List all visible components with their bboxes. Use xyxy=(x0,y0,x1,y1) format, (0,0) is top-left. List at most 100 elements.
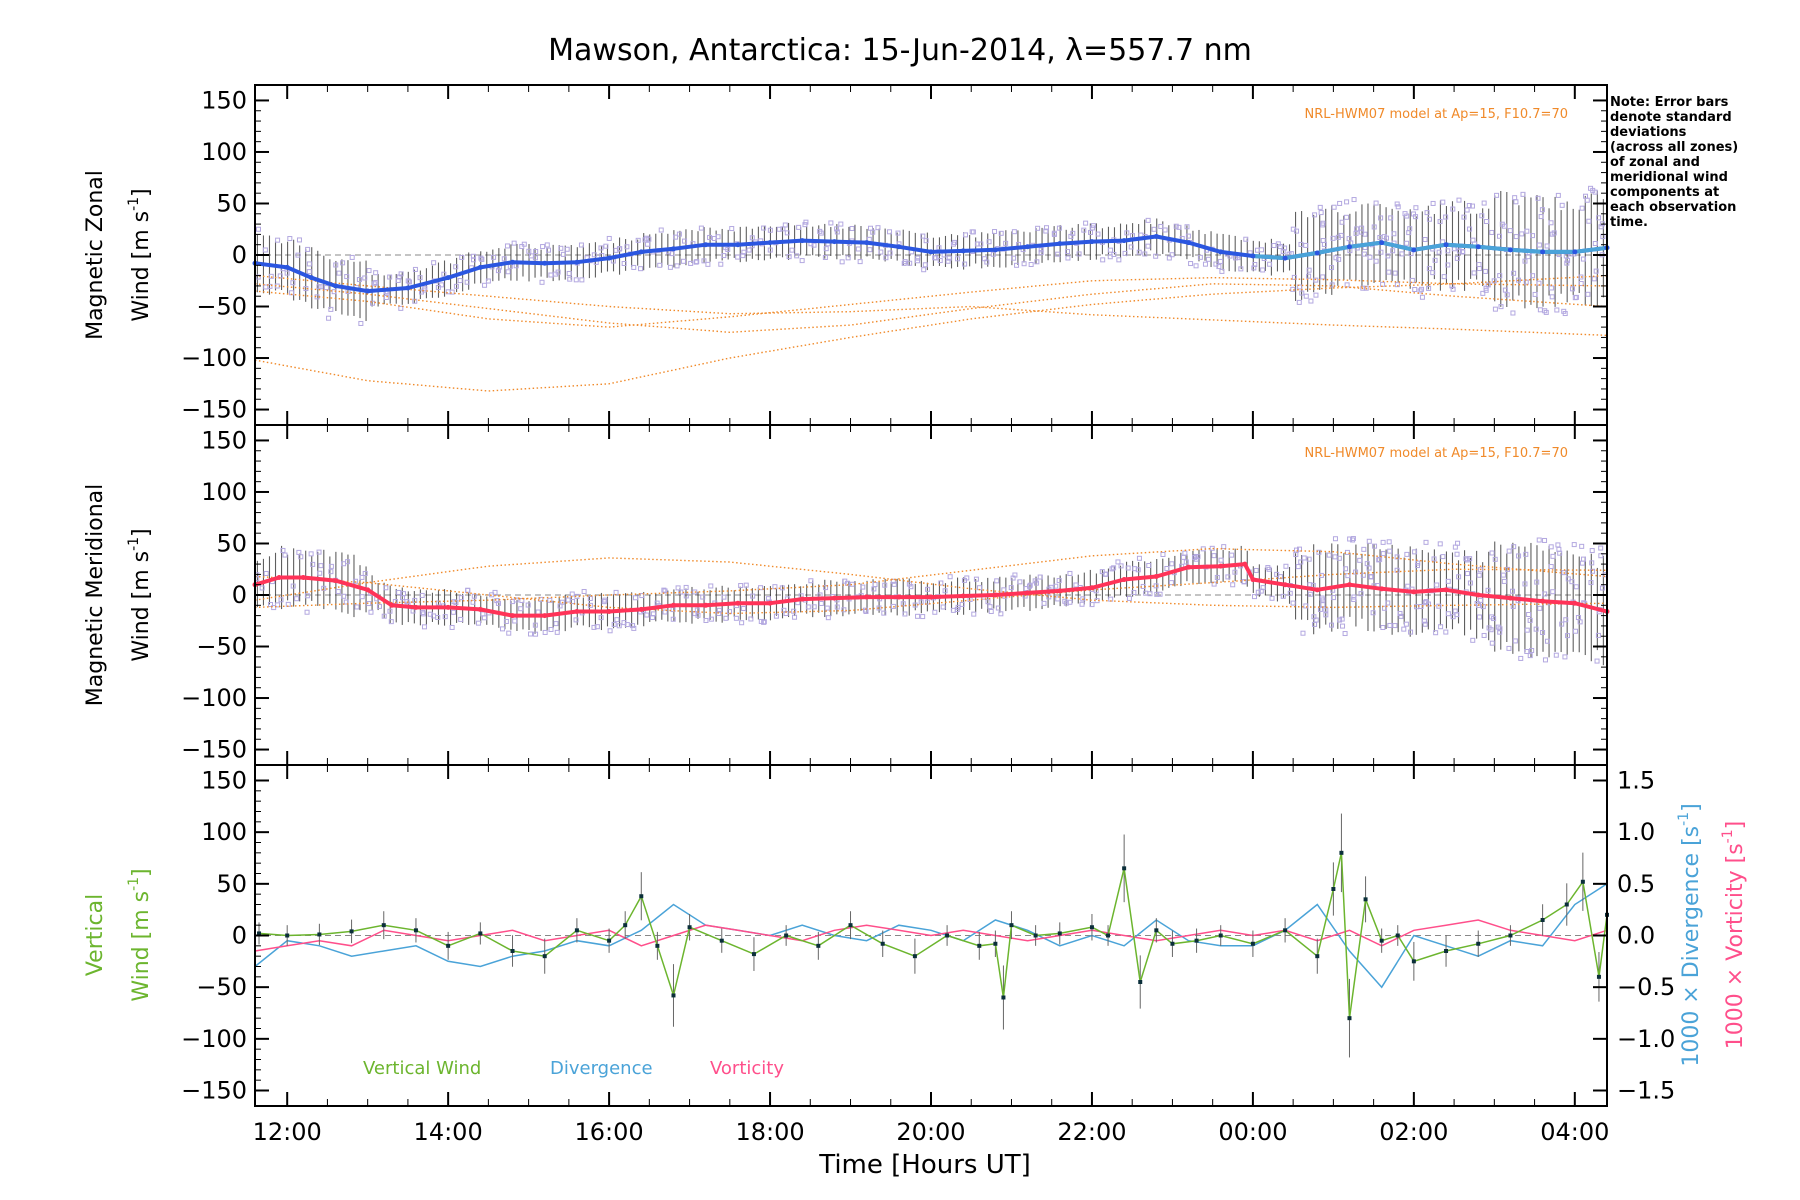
zone-sample-point xyxy=(491,254,497,260)
zone-sample-point xyxy=(1153,583,1159,589)
zone-sample-point xyxy=(470,253,476,259)
zone-sample-point xyxy=(1575,615,1581,621)
zone-sample-point xyxy=(295,252,301,258)
zone-sample-point xyxy=(560,251,566,257)
zonal-wind-line-late xyxy=(1252,240,1608,261)
zone-sample-point xyxy=(1300,630,1306,636)
zone-sample-point xyxy=(657,262,663,268)
zone-sample-point xyxy=(1395,204,1401,210)
zone-sample-point xyxy=(1461,214,1467,220)
zone-sample-point xyxy=(942,588,948,594)
zone-sample-point xyxy=(387,274,393,280)
zone-sample-point xyxy=(1283,563,1289,569)
zone-sample-point xyxy=(1526,612,1532,618)
zone-sample-point xyxy=(1216,264,1222,270)
zonal-wind-point xyxy=(767,240,773,246)
zone-sample-point xyxy=(1173,223,1179,229)
zone-sample-point xyxy=(1378,249,1384,255)
zone-sample-point xyxy=(458,595,464,601)
zone-sample-point xyxy=(1338,232,1344,238)
zone-sample-point xyxy=(333,262,339,268)
zone-sample-point xyxy=(1115,559,1121,565)
zonal-wind-point xyxy=(445,275,451,281)
zone-sample-point xyxy=(1564,633,1570,639)
zone-sample-point xyxy=(331,289,337,295)
zone-sample-point xyxy=(1340,623,1346,629)
zone-sample-point xyxy=(532,622,538,628)
vertical-wind-point xyxy=(880,941,885,946)
meridional-wind-point xyxy=(606,608,612,614)
zone-sample-point xyxy=(711,235,717,241)
zone-sample-point xyxy=(1519,231,1525,237)
x-tick-label: 18:00 xyxy=(735,1118,804,1146)
zone-sample-point xyxy=(682,238,688,244)
zonal-model-curve xyxy=(254,283,1608,334)
zone-sample-point xyxy=(1376,557,1382,563)
zone-sample-point xyxy=(811,604,817,610)
zone-sample-point xyxy=(1417,288,1423,294)
y-tick-label: −150 xyxy=(181,1077,247,1105)
zone-sample-point xyxy=(841,607,847,613)
zone-sample-point xyxy=(1135,567,1141,573)
zone-sample-point xyxy=(1056,578,1062,584)
zone-sample-point xyxy=(1221,544,1227,550)
zone-sample-point xyxy=(1371,224,1377,230)
zone-sample-point xyxy=(259,585,265,591)
zone-sample-point xyxy=(304,609,310,615)
zone-sample-point xyxy=(1252,594,1258,600)
zone-sample-point xyxy=(1454,612,1460,618)
zone-sample-point xyxy=(1317,606,1323,612)
zone-sample-point xyxy=(359,574,365,580)
zone-sample-point xyxy=(1053,583,1059,589)
zone-sample-point xyxy=(1537,605,1543,611)
vertical-wind-point xyxy=(1138,980,1143,984)
zonal-wind-point xyxy=(574,259,580,265)
zone-sample-point xyxy=(1253,567,1259,573)
zone-sample-point xyxy=(823,246,829,252)
meridional-wind-point xyxy=(574,608,580,614)
y-tick-label: −100 xyxy=(181,684,247,712)
zone-sample-point xyxy=(1323,612,1329,618)
zone-sample-point xyxy=(823,585,829,591)
zone-sample-point xyxy=(1479,213,1485,219)
zone-sample-point xyxy=(362,570,368,576)
zone-sample-point xyxy=(1380,539,1386,545)
zone-sample-point xyxy=(1436,603,1442,609)
meridional-ylabel-line2: Wind [m s-1] xyxy=(126,528,154,661)
zone-sample-point xyxy=(1330,595,1336,601)
zonal-wind-point xyxy=(1379,240,1385,246)
zone-sample-point xyxy=(1308,298,1314,304)
note-line: meridional wind xyxy=(1610,170,1728,185)
vertical-wind-point xyxy=(687,925,692,930)
zone-sample-point xyxy=(1426,266,1432,272)
zone-sample-point xyxy=(1290,286,1296,292)
zone-sample-point xyxy=(1497,233,1503,239)
zone-sample-point xyxy=(789,247,795,253)
zone-sample-point xyxy=(1180,554,1186,560)
zonal-wind-point xyxy=(896,244,902,250)
zone-sample-point xyxy=(442,614,448,620)
zone-sample-point xyxy=(1317,204,1323,210)
zone-sample-point xyxy=(492,589,498,595)
note-block: Note: Error bars denote standard deviati… xyxy=(1610,95,1738,230)
zone-sample-point xyxy=(890,578,896,584)
zone-sample-point xyxy=(761,619,767,625)
chart-title: Mawson, Antarctica: 15-Jun-2014, λ=557.7… xyxy=(548,33,1252,68)
zone-sample-point xyxy=(1585,291,1591,297)
zone-sample-point xyxy=(308,551,314,557)
zone-sample-point xyxy=(1337,617,1343,623)
zone-sample-point xyxy=(1524,648,1530,654)
x-axis-label: Time [Hours UT] xyxy=(818,1150,1031,1180)
zone-sample-point xyxy=(603,243,609,249)
meridional-wind-point xyxy=(1282,582,1288,588)
zone-sample-point xyxy=(1382,605,1388,611)
zone-sample-point xyxy=(412,597,418,603)
zone-sample-point xyxy=(1510,603,1516,609)
zone-sample-point xyxy=(1497,629,1503,635)
zonal-model-curve xyxy=(254,274,1608,392)
zone-sample-point xyxy=(1154,591,1160,597)
zone-sample-point xyxy=(1330,235,1336,241)
zone-sample-point xyxy=(1088,229,1094,235)
y-tick-label: −50 xyxy=(196,293,247,321)
zone-sample-point xyxy=(1041,600,1047,606)
